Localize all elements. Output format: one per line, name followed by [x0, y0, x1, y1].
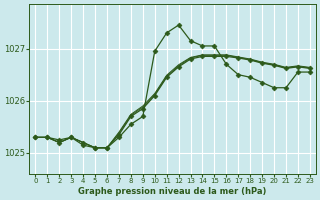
- X-axis label: Graphe pression niveau de la mer (hPa): Graphe pression niveau de la mer (hPa): [78, 187, 267, 196]
